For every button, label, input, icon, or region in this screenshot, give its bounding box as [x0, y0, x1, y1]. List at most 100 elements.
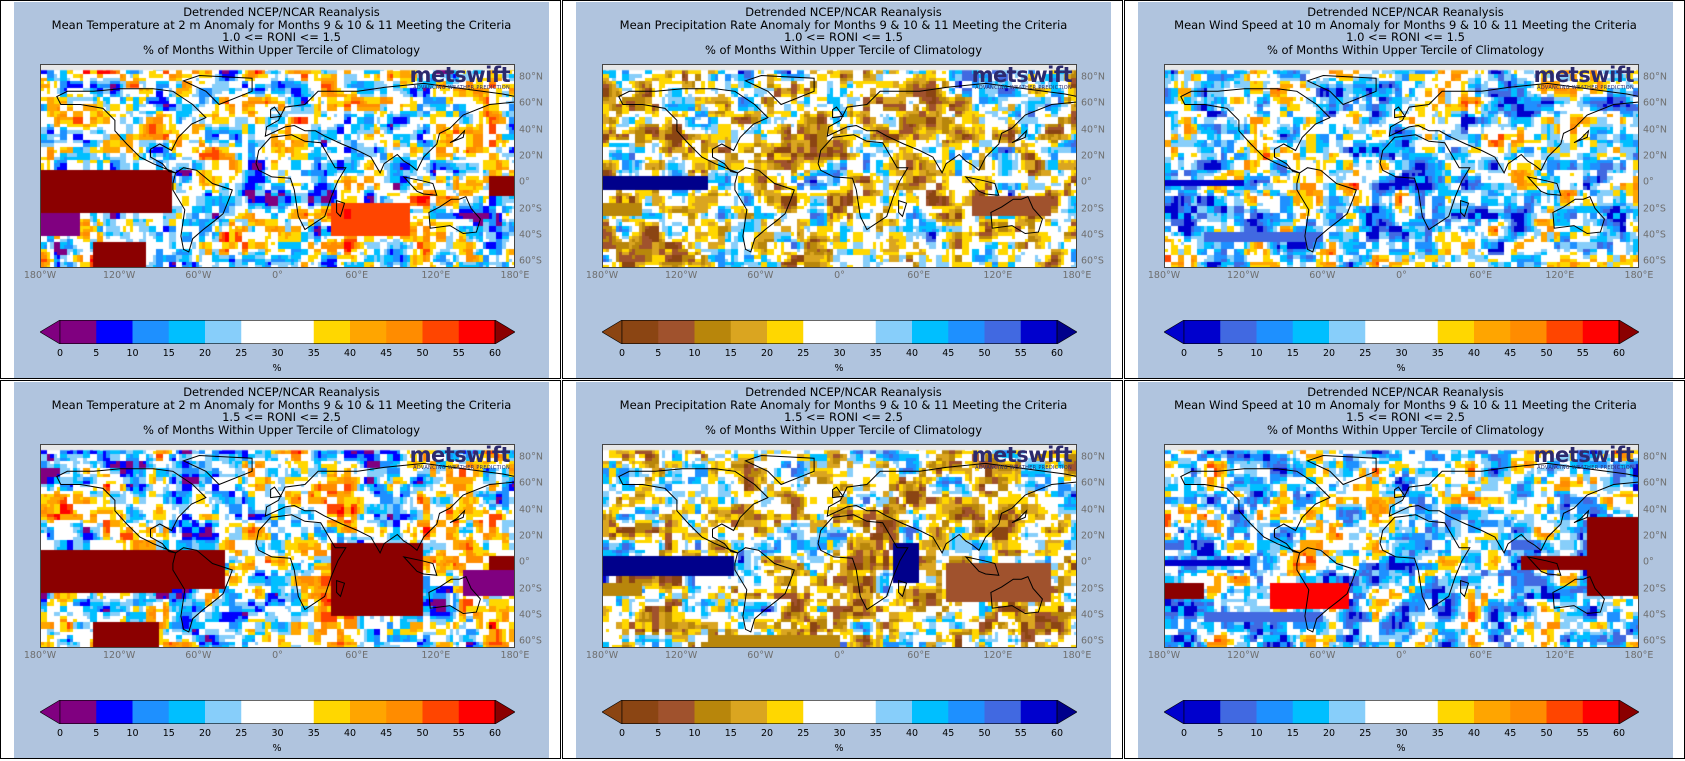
lon-label: 120°E	[983, 270, 1013, 281]
lat-label: 40°N	[1081, 124, 1105, 136]
lat-label: 80°N	[1081, 451, 1105, 463]
colorbar-tick-label: 15	[162, 728, 175, 739]
lat-label: 20°S	[1643, 583, 1666, 595]
colorbar-unit: %	[272, 363, 282, 374]
colorbar	[40, 700, 515, 724]
coastline	[832, 486, 844, 499]
colorbar-frame	[621, 700, 1058, 724]
figure-cell-2: Detrended NCEP/NCAR Reanalysis Mean Preci…	[562, 0, 1123, 379]
coastline	[990, 575, 1043, 615]
colorbar-segment	[1256, 320, 1294, 344]
colorbar	[40, 320, 515, 344]
map-panel: Detrended NCEP/NCAR Reanalysis Mean Preci…	[576, 2, 1111, 378]
title-line: Detrended NCEP/NCAR Reanalysis	[1307, 5, 1504, 19]
world-map: metswift ADVANCING WEATHER PREDICTION	[1164, 444, 1639, 648]
colorbar-tick-label: 25	[797, 728, 810, 739]
coastline	[1306, 74, 1377, 106]
lon-label: 120°E	[1545, 270, 1575, 281]
lat-label: 80°N	[519, 451, 543, 463]
title-line: 1.0 <= RONI <= 1.5	[784, 30, 903, 45]
colorbar-segment	[658, 320, 695, 344]
lat-label: 20°S	[519, 583, 542, 595]
colorbar-tick-label: 60	[488, 348, 502, 359]
coastline	[898, 579, 908, 598]
colorbar-segment	[1437, 700, 1475, 724]
lat-label: 40°N	[1081, 504, 1105, 516]
title-line: Detrended NCEP/NCAR Reanalysis	[183, 385, 380, 399]
colorbar-tick-label: 35	[307, 348, 320, 359]
colorbar-tick-label: 55	[1014, 728, 1027, 739]
metswift-logo: metswift ADVANCING WEATHER PREDICTION	[409, 64, 511, 91]
colorbar-segment	[912, 700, 949, 724]
title-line: % of Months Within Upper Tercile of Clim…	[142, 422, 421, 437]
coastline	[255, 134, 347, 231]
coastline	[270, 106, 282, 119]
coastlines	[618, 74, 1076, 253]
coastline	[734, 547, 795, 633]
coastline	[1460, 579, 1470, 598]
lon-label: 0°	[272, 650, 283, 661]
colorbar-segment	[458, 700, 496, 724]
title-line: % of Months Within Upper Tercile of Clim…	[1266, 42, 1545, 57]
colorbar-segment	[1184, 700, 1221, 724]
colorbar-segment	[767, 700, 804, 724]
coastlines	[1180, 454, 1638, 633]
figure-cell-3: Detrended NCEP/NCAR Reanalysis Mean Wind …	[1124, 0, 1685, 379]
colorbar-tick-label: 0	[618, 348, 626, 359]
coastline	[1394, 486, 1406, 499]
coastline	[264, 82, 514, 175]
colorbar-segment	[875, 700, 913, 724]
lon-label: 60°W	[747, 270, 774, 281]
colorbar-tick-label: 30	[271, 348, 284, 359]
coastline	[1552, 575, 1605, 615]
colorbar-tick-label: 15	[724, 728, 737, 739]
lat-label: 20°N	[1081, 530, 1105, 542]
colorbar-tick-label: 5	[93, 348, 100, 359]
anomaly-field	[41, 445, 514, 647]
colorbar-tick-label: 50	[416, 728, 429, 739]
lat-label: 80°N	[519, 71, 543, 83]
colorbar-frame	[1183, 320, 1620, 344]
colorbar-unit: %	[834, 363, 844, 374]
world-map: metswift ADVANCING WEATHER PREDICTION	[40, 64, 515, 268]
title-line: Detrended NCEP/NCAR Reanalysis	[183, 5, 380, 19]
lon-label: 180°E	[1624, 650, 1654, 661]
metswift-logo: metswift ADVANCING WEATHER PREDICTION	[1533, 444, 1635, 471]
panel-title: Detrended NCEP/NCAR Reanalysis Mean Tempe…	[14, 6, 549, 56]
colorbar-under-extension	[1164, 320, 1185, 344]
title-line: 1.0 <= RONI <= 1.5	[222, 30, 341, 45]
coastline	[182, 74, 253, 106]
lat-label: 40°S	[1081, 609, 1104, 621]
colorbar-tick-label: 5	[1217, 348, 1224, 359]
figure-cell-5: Detrended NCEP/NCAR Reanalysis Mean Preci…	[562, 380, 1123, 759]
colorbar-tick-label: 55	[1576, 348, 1589, 359]
coastline	[1388, 82, 1638, 175]
title-line: % of Months Within Upper Tercile of Clim…	[1266, 422, 1545, 437]
coastline	[1306, 454, 1377, 486]
colorbar-segment	[205, 320, 242, 344]
lon-label: 180°W	[23, 270, 57, 281]
coastline	[618, 88, 769, 174]
colorbar-segment	[767, 320, 804, 344]
colorbar-tick-label: 25	[1359, 348, 1372, 359]
lon-label: 120°E	[983, 650, 1013, 661]
figure-cell-6: Detrended NCEP/NCAR Reanalysis Mean Wind …	[1124, 380, 1685, 759]
lon-label: 120°E	[421, 270, 451, 281]
colorbar-tick-label: 0	[1180, 728, 1188, 739]
colorbar-tick-label: 0	[618, 728, 626, 739]
colorbar-tick-label: 40	[905, 348, 919, 359]
coastline	[56, 468, 207, 554]
colorbar-tick-label: 40	[343, 348, 357, 359]
anomaly-field	[1165, 65, 1638, 267]
colorbar-tick-label: 50	[978, 348, 991, 359]
coastline	[428, 575, 481, 615]
lon-label: 120°W	[665, 650, 698, 661]
coastline	[1011, 129, 1028, 144]
colorbar-tick-label: 30	[833, 348, 846, 359]
colorbar-segment	[458, 320, 496, 344]
title-line: Detrended NCEP/NCAR Reanalysis	[745, 5, 942, 19]
colorbar-tick-label: 20	[760, 348, 774, 359]
lon-label: 0°	[1396, 650, 1407, 661]
colorbar-frame	[59, 700, 496, 724]
lon-label: 60°W	[185, 650, 212, 661]
